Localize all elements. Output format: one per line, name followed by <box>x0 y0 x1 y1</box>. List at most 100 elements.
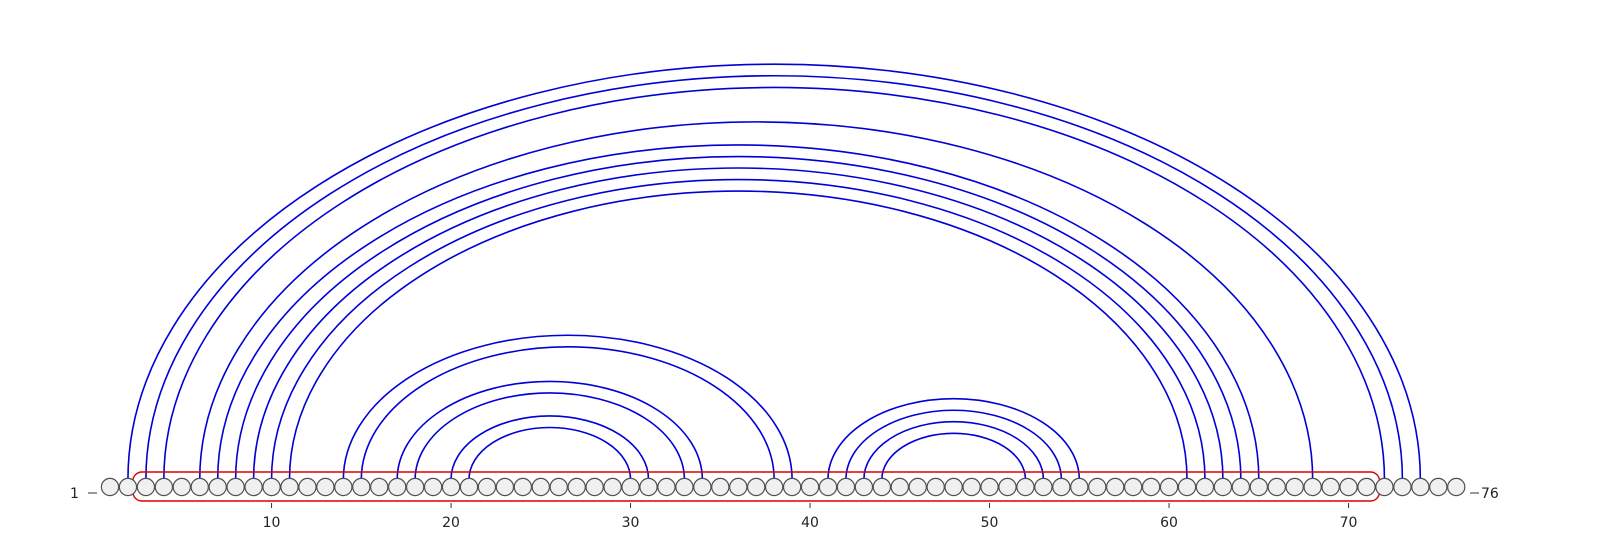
nucleotide-67 <box>1285 477 1304 497</box>
nucleotide-22 <box>477 477 497 497</box>
base-pair-arc-21-30 <box>468 426 632 480</box>
axis-tick-label-50: 50 <box>981 515 999 531</box>
nucleotide-57 <box>1105 477 1125 497</box>
nucleotide-58 <box>1123 477 1143 497</box>
nucleotide-31 <box>639 477 658 497</box>
base-pair-arc-20-31 <box>450 415 650 480</box>
base-pair-arc-2-74 <box>127 63 1422 480</box>
nucleotide-51 <box>998 477 1017 497</box>
base-pair-arc-18-33 <box>414 392 686 480</box>
nucleotide-29 <box>603 477 622 497</box>
nucleotide-1 <box>100 477 120 497</box>
base-pair-arc-41-55 <box>827 397 1081 480</box>
nucleotide-track <box>100 477 1466 497</box>
axis-tick-label-40: 40 <box>801 515 819 531</box>
nucleotide-65 <box>1249 477 1269 497</box>
nucleotide-50 <box>980 477 999 497</box>
nucleotide-12 <box>298 477 317 497</box>
nucleotide-69 <box>1321 477 1340 497</box>
base-pair-arc-11-61 <box>288 190 1188 480</box>
nucleotide-48 <box>944 477 963 497</box>
axis-tick-label-60: 60 <box>1160 515 1178 531</box>
nucleotide-76 <box>1447 477 1466 497</box>
nucleotide-4 <box>154 477 174 497</box>
nucleotide-14 <box>334 477 353 497</box>
nucleotide-45 <box>890 477 910 497</box>
nucleotide-5 <box>172 477 191 497</box>
nucleotide-26 <box>549 477 568 497</box>
nucleotide-11 <box>280 477 299 497</box>
nucleotide-74 <box>1411 477 1430 497</box>
nucleotide-37 <box>747 477 766 497</box>
nucleotide-41 <box>818 477 838 497</box>
base-pair-arc-17-34 <box>396 380 704 480</box>
nucleotide-47 <box>926 477 945 497</box>
nucleotide-70 <box>1339 477 1358 497</box>
nucleotide-10 <box>262 477 281 497</box>
nucleotide-73 <box>1393 477 1412 497</box>
nucleotide-42 <box>836 477 856 497</box>
base-pair-arc-3-73 <box>145 75 1404 480</box>
nucleotide-44 <box>872 477 892 497</box>
base-pair-arc-44-52 <box>881 432 1027 480</box>
nucleotide-54 <box>1052 477 1071 497</box>
nucleotide-3 <box>136 477 156 497</box>
nucleotide-66 <box>1267 477 1286 497</box>
nucleotide-20 <box>441 477 461 497</box>
nucleotide-52 <box>1016 477 1035 497</box>
nucleotide-53 <box>1034 477 1053 497</box>
nucleotide-38 <box>764 477 784 497</box>
sequence-start-label: 1 <box>70 486 79 502</box>
nucleotide-6 <box>190 477 209 497</box>
nucleotide-23 <box>495 477 515 497</box>
nucleotide-28 <box>585 477 604 497</box>
position-axis: 10 20 30 40 50 60 70 <box>263 503 1358 531</box>
axis-tick-label-20: 20 <box>442 515 460 531</box>
nucleotide-36 <box>729 477 748 497</box>
axis-tick-label-70: 70 <box>1340 515 1358 531</box>
nucleotide-39 <box>782 477 802 497</box>
nucleotide-72 <box>1375 477 1394 497</box>
nucleotide-62 <box>1195 477 1215 497</box>
axis-tick-label-30: 30 <box>622 515 640 531</box>
nucleotide-30 <box>621 477 640 497</box>
base-pair-arc-42-54 <box>845 409 1063 480</box>
nucleotide-64 <box>1231 477 1251 497</box>
nucleotide-40 <box>800 477 820 497</box>
nucleotide-27 <box>567 477 586 497</box>
nucleotide-19 <box>423 477 443 497</box>
base-pair-arc-10-62 <box>270 178 1206 480</box>
nucleotide-15 <box>352 477 371 497</box>
nucleotide-75 <box>1429 477 1448 497</box>
nucleotide-8 <box>226 477 245 497</box>
base-pair-arc-14-39 <box>342 334 793 480</box>
nucleotide-7 <box>208 477 227 497</box>
base-pair-arc-15-38 <box>360 346 775 480</box>
base-pair-arc-7-65 <box>216 144 1260 480</box>
nucleotide-46 <box>908 477 927 497</box>
nucleotide-25 <box>531 477 551 497</box>
base-pair-arcs <box>127 63 1422 480</box>
base-pair-arc-4-72 <box>163 86 1386 480</box>
nucleotide-49 <box>962 477 981 497</box>
sequence-end-label: 76 <box>1481 486 1499 502</box>
nucleotide-68 <box>1303 477 1322 497</box>
nucleotide-9 <box>244 477 263 497</box>
nucleotide-24 <box>513 477 533 497</box>
nucleotide-17 <box>388 477 407 497</box>
nucleotide-18 <box>405 477 425 497</box>
nucleotide-60 <box>1159 477 1179 497</box>
nucleotide-63 <box>1213 477 1233 497</box>
nucleotide-71 <box>1357 477 1376 497</box>
nucleotide-55 <box>1070 477 1089 497</box>
nucleotide-59 <box>1141 477 1161 497</box>
nucleotide-13 <box>316 477 335 497</box>
base-pair-arc-43-53 <box>863 420 1045 480</box>
nucleotide-43 <box>854 477 874 497</box>
base-pair-arc-8-64 <box>234 155 1242 480</box>
axis-tick-label-10: 10 <box>263 515 281 531</box>
base-pair-arc-9-63 <box>252 167 1224 480</box>
nucleotide-16 <box>370 477 389 497</box>
nucleotide-2 <box>118 477 138 497</box>
